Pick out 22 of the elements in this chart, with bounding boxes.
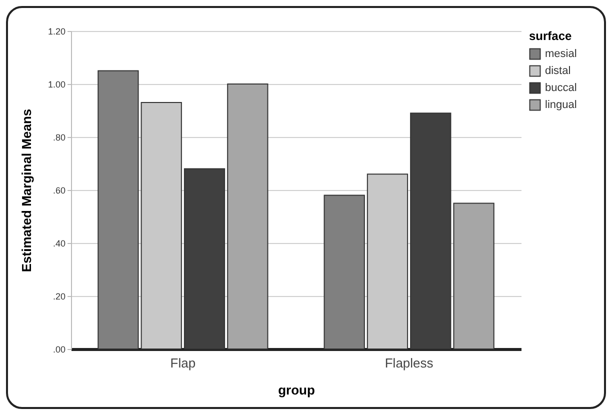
y-tick-label: .40 <box>52 238 66 248</box>
y-tick-label: .60 <box>52 186 66 196</box>
x-tick-label: Flapless <box>384 356 434 370</box>
bar <box>184 168 226 350</box>
bar <box>410 112 452 350</box>
x-tick-label: Flap <box>170 356 196 370</box>
bar <box>324 194 365 350</box>
y-tick-label: 1.20 <box>48 26 66 36</box>
y-tick-label: .80 <box>52 132 66 142</box>
legend-title: surface <box>529 29 572 43</box>
bar <box>98 70 139 350</box>
legend-label: mesial <box>545 48 577 60</box>
y-tick-label: .00 <box>52 344 66 354</box>
bar <box>453 202 494 350</box>
legend-label: buccal <box>545 82 577 94</box>
bar <box>227 84 268 350</box>
y-axis-title: Estimated Marginal Means <box>18 108 34 272</box>
y-tick-label: 1.00 <box>48 80 66 90</box>
y-tick-label: .20 <box>52 292 66 302</box>
x-axis-title: group <box>278 382 315 398</box>
legend-label: lingual <box>545 99 577 111</box>
legend-label: distal <box>545 65 571 77</box>
